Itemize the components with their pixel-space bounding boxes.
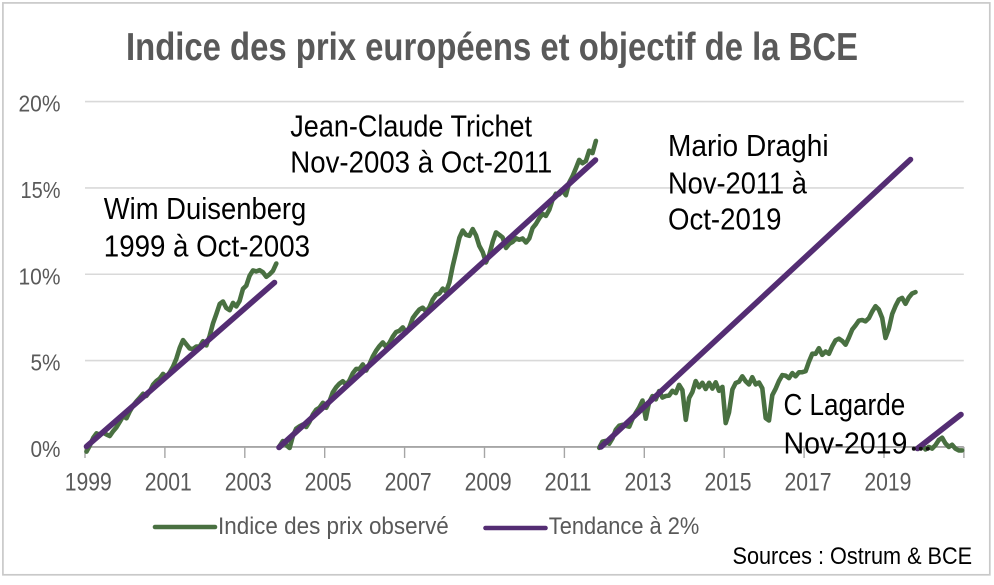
svg-text:20%: 20% <box>19 91 61 117</box>
svg-text:15%: 15% <box>21 177 61 203</box>
svg-text:2003: 2003 <box>225 469 272 497</box>
svg-text:Indice des prix observé: Indice des prix observé <box>218 514 449 540</box>
svg-text:C Lagarde: C Lagarde <box>784 387 906 422</box>
svg-text:Sources : Ostrum & BCE: Sources : Ostrum & BCE <box>733 543 973 570</box>
svg-text:Tendance à 2%: Tendance à 2% <box>549 514 700 540</box>
svg-text:2013: 2013 <box>625 469 672 497</box>
svg-text:2001: 2001 <box>145 469 192 497</box>
svg-text:2007: 2007 <box>385 469 432 497</box>
svg-text:Nov-2019: Nov-2019 <box>784 425 908 460</box>
svg-text:0%: 0% <box>31 436 61 462</box>
svg-text:Oct-2019: Oct-2019 <box>668 202 782 237</box>
svg-text:2015: 2015 <box>704 469 751 497</box>
svg-text:2005: 2005 <box>305 469 352 497</box>
svg-text:Nov-2011 à: Nov-2011 à <box>668 165 808 200</box>
svg-text:Mario Draghi: Mario Draghi <box>668 128 829 163</box>
svg-text:Indice des prix européens et o: Indice des prix européens et objectif de… <box>126 26 858 69</box>
svg-text:5%: 5% <box>31 350 61 376</box>
svg-text:Nov-2003 à Oct-2011: Nov-2003 à Oct-2011 <box>290 145 552 180</box>
svg-text:10%: 10% <box>19 263 61 289</box>
svg-text:2009: 2009 <box>465 469 512 497</box>
svg-text:1999: 1999 <box>65 469 112 497</box>
svg-text:1999 à Oct-2003: 1999 à Oct-2003 <box>104 229 310 264</box>
svg-text:2017: 2017 <box>784 469 831 497</box>
svg-text:2019: 2019 <box>864 469 911 497</box>
svg-text:Jean-Claude Trichet: Jean-Claude Trichet <box>290 109 532 144</box>
svg-text:2011: 2011 <box>545 469 592 497</box>
svg-text:Wim Duisenberg: Wim Duisenberg <box>104 191 306 226</box>
